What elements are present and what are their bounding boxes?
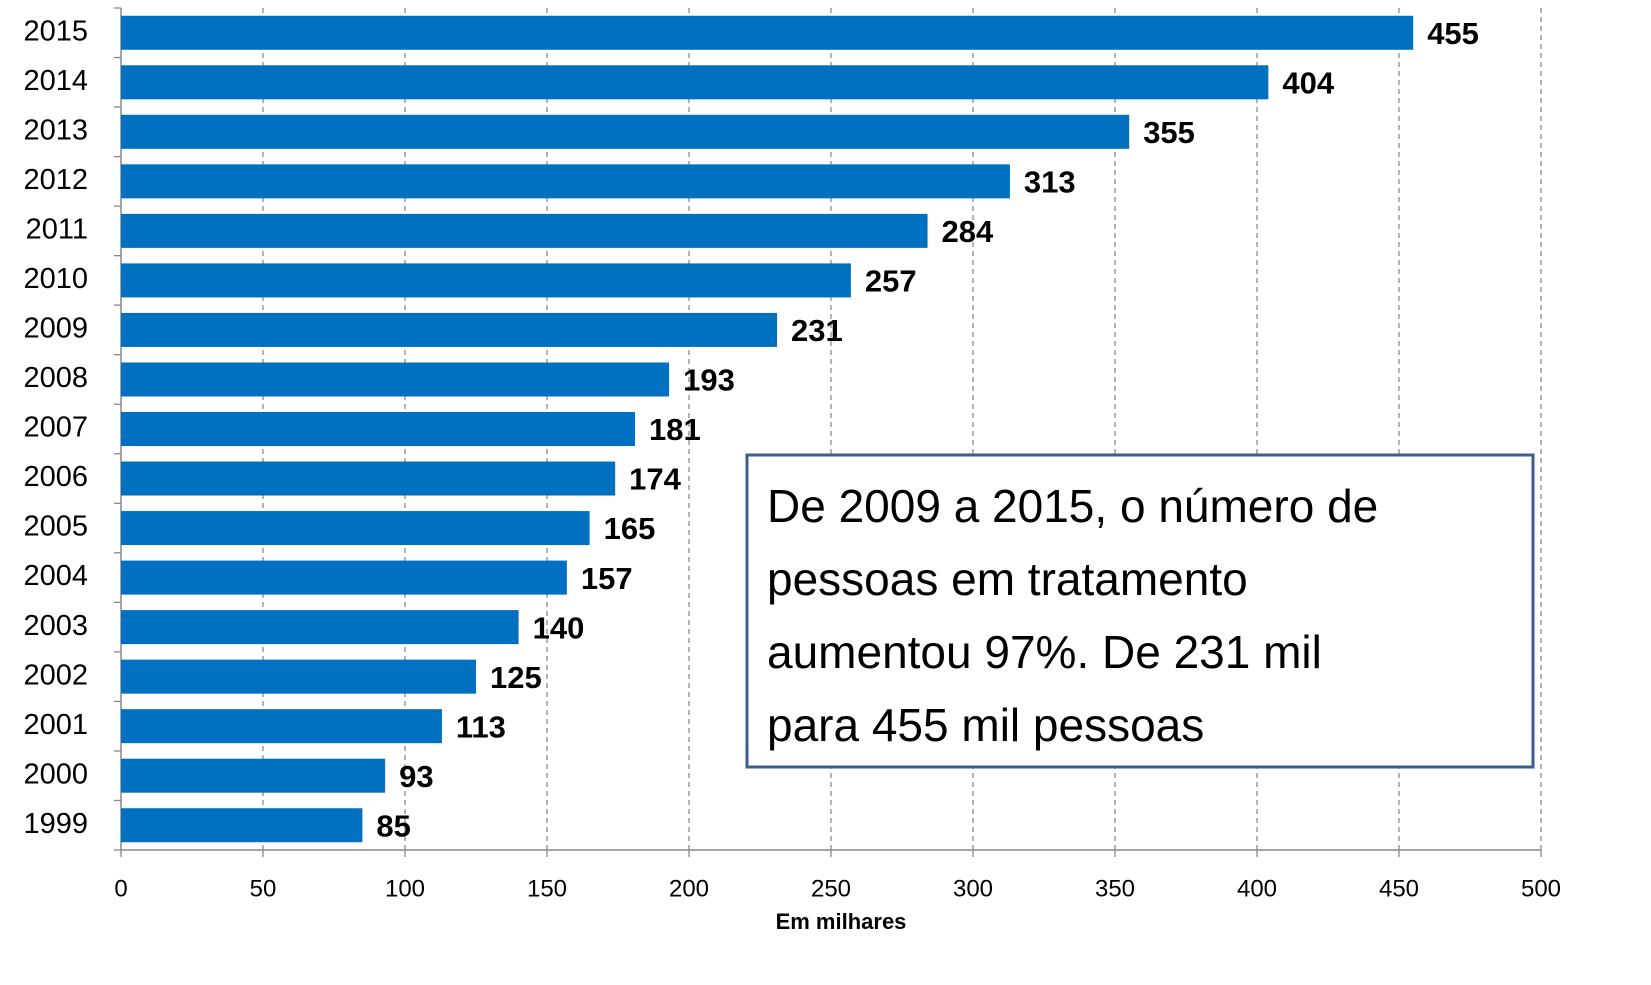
value-label: 181 xyxy=(649,412,701,447)
y-tick-label: 2002 xyxy=(23,659,88,691)
bar xyxy=(121,15,1414,50)
value-label: 313 xyxy=(1024,165,1076,200)
y-tick-label: 2007 xyxy=(23,412,88,444)
bar xyxy=(121,560,567,595)
annotation-line: De 2009 a 2015, o número de xyxy=(767,480,1378,532)
value-label: 113 xyxy=(456,709,506,744)
bar xyxy=(121,808,363,843)
y-tick-label: 2013 xyxy=(23,114,88,146)
bar xyxy=(121,610,519,645)
x-tick-label: 300 xyxy=(953,875,993,902)
value-label: 157 xyxy=(581,561,633,596)
annotation-line: para 455 mil pessoas xyxy=(767,699,1204,751)
y-tick-label: 2001 xyxy=(23,709,88,741)
x-tick-label: 400 xyxy=(1237,875,1277,902)
value-label: 85 xyxy=(376,808,410,843)
y-tick-label: 2009 xyxy=(23,313,88,345)
y-tick-label: 2005 xyxy=(23,511,88,543)
value-label: 455 xyxy=(1427,16,1479,51)
x-tick-label: 450 xyxy=(1379,875,1419,902)
x-tick-label: 100 xyxy=(385,875,425,902)
bar xyxy=(121,758,386,793)
bar xyxy=(121,461,616,496)
value-label: 125 xyxy=(490,660,542,695)
bar xyxy=(121,412,636,446)
bar xyxy=(121,213,928,248)
bar xyxy=(121,312,778,347)
bar xyxy=(121,263,851,298)
y-tick-label: 2000 xyxy=(23,758,88,790)
value-label: 140 xyxy=(533,610,585,645)
y-tick-label: 2004 xyxy=(23,560,88,592)
x-tick-label: 250 xyxy=(811,875,851,902)
y-tick-label: 2003 xyxy=(23,610,88,642)
bar xyxy=(121,362,670,397)
x-tick-label: 0 xyxy=(114,875,127,902)
annotation-box xyxy=(745,453,1535,769)
y-tick-label: 2010 xyxy=(23,263,88,295)
value-label: 174 xyxy=(629,462,681,497)
bar xyxy=(121,164,1010,199)
bar xyxy=(121,709,442,744)
annotation-line: pessoas em tratamento xyxy=(767,553,1248,605)
y-tick-label: 2015 xyxy=(23,15,88,47)
value-label: 257 xyxy=(865,264,917,299)
x-tick-label: 150 xyxy=(527,875,567,902)
y-tick-label: 1999 xyxy=(23,808,88,840)
y-tick-label: 2014 xyxy=(23,65,88,97)
annotation-line: aumentou 97%. De 231 mil xyxy=(767,626,1322,678)
bar xyxy=(121,114,1130,149)
bar xyxy=(121,511,590,546)
x-tick-label: 350 xyxy=(1095,875,1135,902)
value-label: 231 xyxy=(791,313,843,348)
x-tick-label: 200 xyxy=(669,875,709,902)
value-label: 193 xyxy=(683,363,735,398)
x-axis-label: Em milhares xyxy=(776,909,907,934)
y-tick-label: 2008 xyxy=(23,362,88,394)
x-tick-label: 500 xyxy=(1521,875,1561,902)
y-tick-label: 2006 xyxy=(23,461,88,493)
value-label: 355 xyxy=(1143,115,1195,150)
value-label: 165 xyxy=(604,511,656,546)
bar xyxy=(121,65,1269,100)
y-tick-label: 2011 xyxy=(26,214,88,246)
value-label: 404 xyxy=(1282,65,1334,100)
bar xyxy=(121,659,476,694)
x-tick-label: 50 xyxy=(250,875,277,902)
value-label: 284 xyxy=(942,214,994,249)
y-tick-label: 2012 xyxy=(23,164,88,196)
value-label: 93 xyxy=(399,759,433,794)
